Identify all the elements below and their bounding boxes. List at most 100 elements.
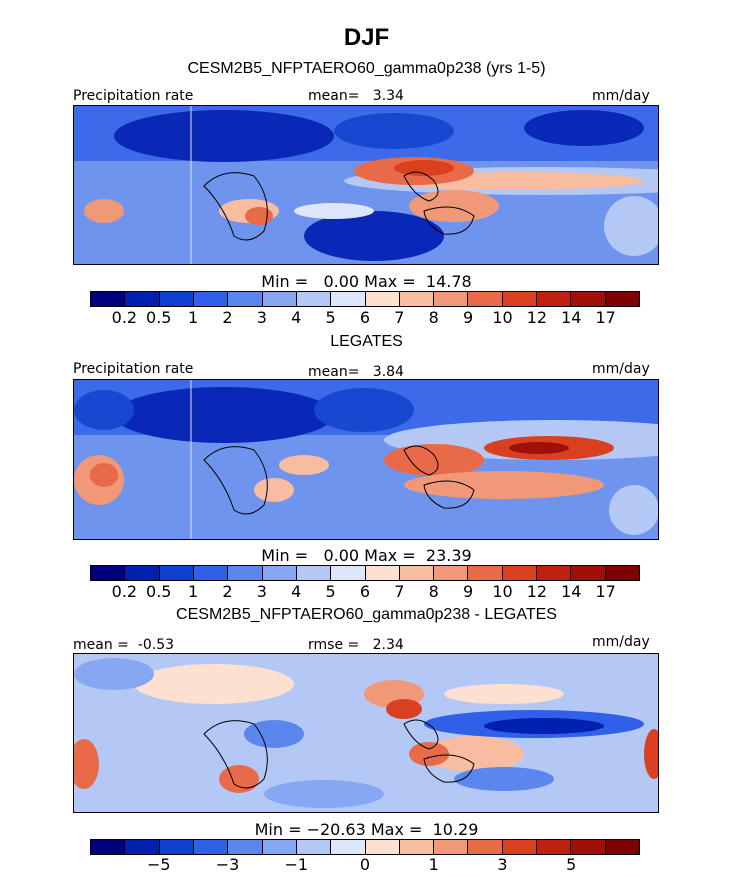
colorbar-swatch	[434, 292, 469, 306]
panel-2-variable-label: Precipitation rate	[73, 361, 194, 377]
colorbar-swatch	[537, 840, 572, 854]
colorbar-swatch	[296, 840, 332, 854]
colorbar-swatch	[502, 566, 538, 580]
panel-1-units-label: mm/day	[592, 88, 650, 104]
colorbar-swatch	[159, 566, 194, 580]
colorbar-swatch	[434, 840, 469, 854]
panel-3-mean-label: mean = -0.53	[73, 637, 175, 653]
colorbar-swatch	[262, 292, 297, 306]
panel-2-mean-label: mean= 3.84	[308, 364, 404, 380]
colorbar-tick-label: 17	[595, 582, 616, 601]
figure-title: DJF	[343, 24, 390, 51]
colorbar-swatch	[331, 566, 366, 580]
panel-2-map	[73, 379, 659, 540]
colorbar-tick-label: 9	[463, 308, 474, 327]
colorbar-tick-label: 1	[188, 582, 199, 601]
colorbar-swatch	[468, 292, 503, 306]
colorbar-tick-label: −5	[146, 855, 171, 874]
colorbar-swatch	[399, 840, 435, 854]
panel-2-minmax: Min = 0.00 Max = 23.39	[261, 546, 472, 565]
colorbar-swatch	[605, 840, 639, 854]
colorbar-swatch	[193, 840, 229, 854]
colorbar-swatch	[228, 566, 263, 580]
colorbar-swatch	[434, 566, 469, 580]
panel-2-units-label: mm/day	[592, 361, 650, 377]
colorbar-swatch	[468, 840, 503, 854]
colorbar-swatch	[91, 566, 126, 580]
colorbar-swatch	[468, 566, 503, 580]
panel-1-colorbar	[90, 291, 640, 307]
colorbar-tick-label: 12	[526, 308, 548, 327]
panel-3-colorbar	[90, 839, 640, 855]
panel-2-subtitle: LEGATES	[330, 333, 403, 350]
colorbar-swatch	[571, 292, 606, 306]
colorbar-swatch	[605, 566, 639, 580]
colorbar-swatch	[228, 292, 263, 306]
colorbar-tick-label: 2	[222, 582, 233, 601]
colorbar-swatch	[331, 840, 366, 854]
colorbar-swatch	[571, 840, 606, 854]
panel-3-subtitle: CESM2B5_NFPTAERO60_gamma0p238 - LEGATES	[176, 606, 557, 623]
colorbar-tick-label: 12	[526, 582, 548, 601]
panel-3-rmse-label: rmse = 2.34	[308, 637, 404, 653]
colorbar-tick-label: 0.5	[146, 582, 172, 601]
colorbar-tick-label: 14	[561, 582, 582, 601]
colorbar-tick-label: 8	[428, 308, 439, 327]
panel-1-map	[73, 105, 659, 265]
colorbar-swatch	[262, 566, 297, 580]
colorbar-swatch	[159, 292, 194, 306]
colorbar-tick-label: 0	[359, 855, 371, 874]
colorbar-swatch	[228, 840, 263, 854]
colorbar-swatch	[399, 566, 435, 580]
colorbar-tick-label: 5	[325, 308, 336, 327]
colorbar-swatch	[125, 840, 160, 854]
colorbar-swatch	[537, 292, 572, 306]
colorbar-tick-label: 17	[595, 308, 616, 327]
panel-3-colorbar-ticks: −5 −3 −1 0 1 3 5	[90, 855, 640, 875]
colorbar-tick-label: 3	[497, 855, 508, 874]
colorbar-swatch	[296, 292, 332, 306]
colorbar-swatch	[537, 566, 572, 580]
colorbar-tick-label: −1	[284, 855, 309, 874]
colorbar-tick-label: 5	[325, 582, 336, 601]
colorbar-swatch	[571, 566, 606, 580]
colorbar-swatch	[91, 840, 126, 854]
colorbar-tick-label: 10	[492, 582, 513, 601]
colorbar-tick-label: 9	[463, 582, 474, 601]
colorbar-tick-label: 3	[256, 582, 267, 601]
colorbar-tick-label: 0.2	[111, 582, 138, 601]
colorbar-swatch	[193, 566, 229, 580]
colorbar-tick-label: 1	[188, 308, 199, 327]
colorbar-swatch	[365, 292, 400, 306]
colorbar-tick-label: 1	[428, 855, 439, 874]
panel-2-colorbar	[90, 565, 640, 581]
colorbar-tick-label: 4	[291, 308, 302, 327]
panel-1-mean-label: mean= 3.34	[308, 88, 404, 104]
colorbar-tick-label: 4	[291, 582, 302, 601]
colorbar-swatch	[365, 840, 400, 854]
colorbar-tick-label: 5	[566, 855, 577, 874]
panel-1-minmax: Min = 0.00 Max = 14.78	[261, 272, 472, 291]
colorbar-tick-label: 0.5	[146, 308, 172, 327]
panel-1-variable-label: Precipitation rate	[73, 88, 194, 104]
colorbar-tick-label: 6	[359, 582, 371, 601]
colorbar-tick-label: 8	[428, 582, 439, 601]
colorbar-swatch	[125, 292, 160, 306]
colorbar-swatch	[502, 840, 538, 854]
colorbar-tick-label: 2	[222, 308, 233, 327]
colorbar-swatch	[365, 566, 400, 580]
colorbar-tick-label: 3	[256, 308, 267, 327]
colorbar-swatch	[159, 840, 194, 854]
colorbar-tick-label: 10	[492, 308, 513, 327]
colorbar-tick-label: 0.2	[111, 308, 138, 327]
colorbar-swatch	[399, 292, 435, 306]
colorbar-swatch	[502, 292, 538, 306]
colorbar-swatch	[262, 840, 297, 854]
colorbar-swatch	[125, 566, 160, 580]
panel-1-colorbar-ticks: 0.2 0.5 1 2 3 4 5 6 7 8 9 10 12 14 17	[90, 308, 640, 328]
panel-3-map	[73, 653, 659, 813]
panel-3-units-label: mm/day	[592, 634, 650, 650]
colorbar-tick-label: −3	[215, 855, 240, 874]
colorbar-swatch	[296, 566, 332, 580]
colorbar-tick-label: 7	[394, 582, 405, 601]
